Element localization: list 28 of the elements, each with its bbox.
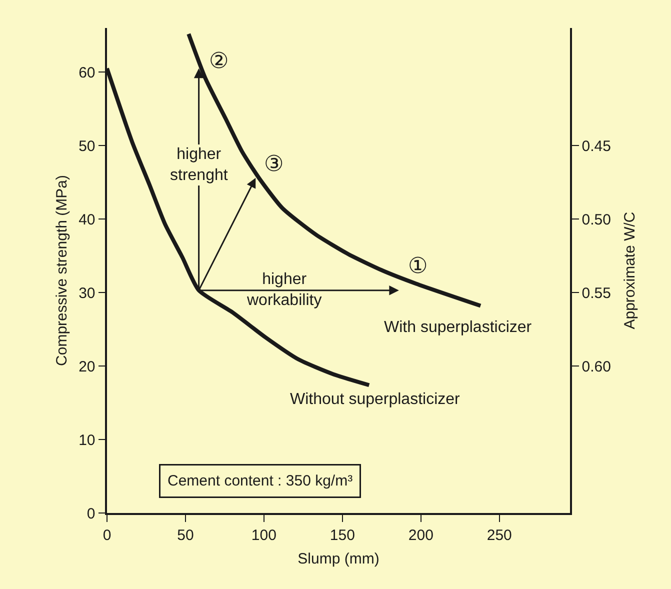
x-tick-label: 200 [408,526,434,544]
y-tick-label: 20 [78,358,96,376]
y-tick-label: 50 [78,138,96,155]
annotation: ① [408,253,428,278]
x-tick-label: 250 [486,526,512,544]
x-tick-label: 50 [177,526,194,544]
y2-tick-label: 0.45 [582,138,611,155]
y-tick-label: 10 [78,432,96,449]
y2-tick-label: 0.55 [582,284,611,302]
x-axis-title: Slump (mm) [298,550,380,568]
annotation: With superplasticizer [384,319,532,336]
y-tick-label: 40 [78,211,96,228]
annotation: higher strenght [170,146,228,184]
x-tick-label: 100 [251,526,276,544]
annotation: ③ [264,151,284,176]
y2-tick-label: 0.60 [582,358,611,376]
annotation: ② [209,48,229,73]
annotation: Cement content : 350 kg/m³ [168,472,353,490]
x-tick-label: 150 [330,526,355,544]
y2-tick-label: 0.50 [582,211,611,228]
y-axis-title: Compressive strength (MPa) [53,175,70,366]
annotation: higher workability [246,271,322,309]
y-tick-label: 60 [78,64,96,82]
annotation: Without superplasticizer [290,391,461,408]
x-tick-label: 0 [102,526,112,544]
y2-axis-title: Approximate W/C [621,212,638,330]
y-tick-label: 0 [86,505,96,522]
y-tick-label: 30 [78,284,96,302]
